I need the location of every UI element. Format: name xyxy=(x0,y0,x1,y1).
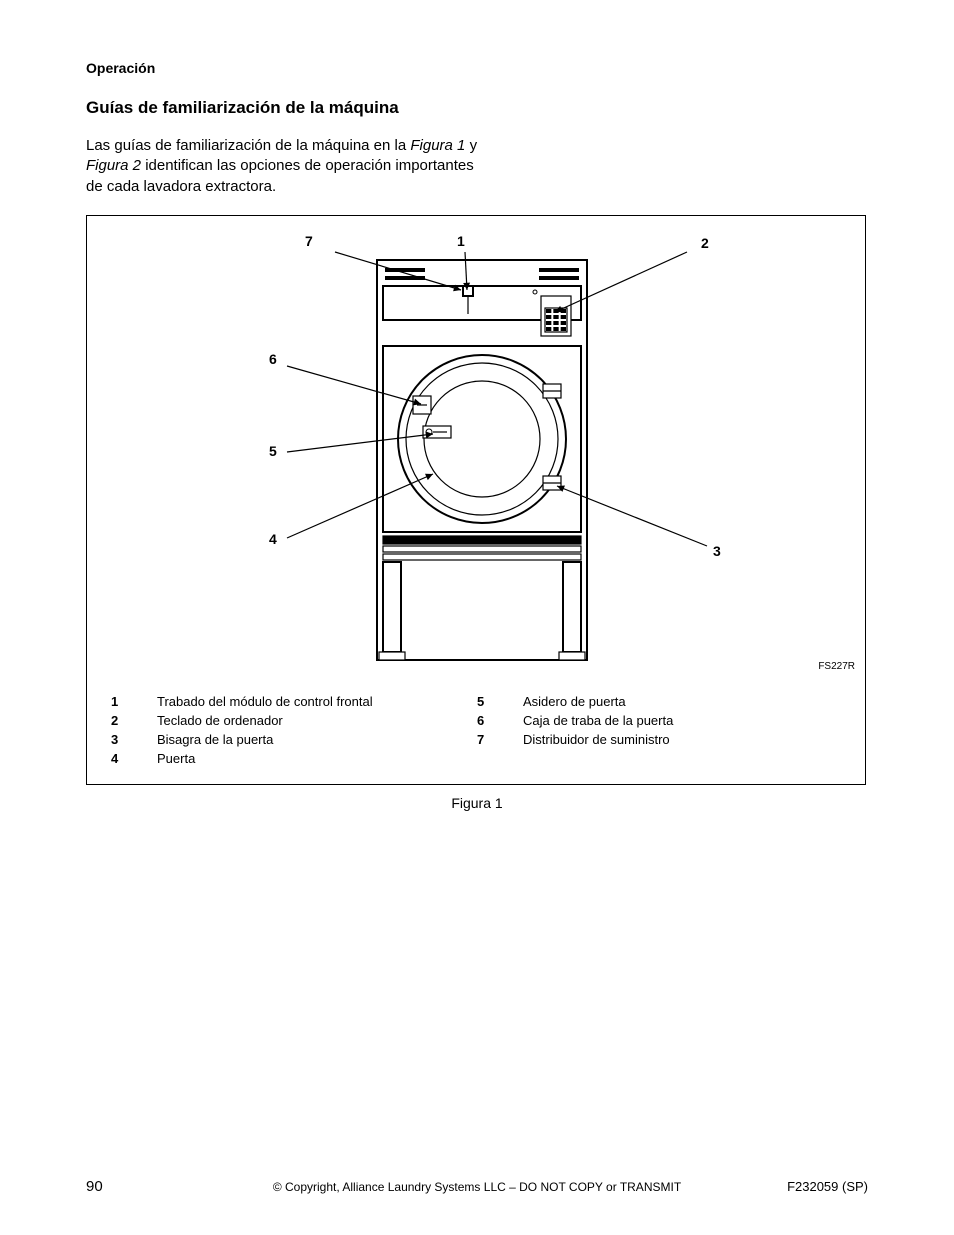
legend-number: 4 xyxy=(111,751,157,766)
intro-figure-ref-2: Figura 2 xyxy=(86,157,141,174)
legend-text: Asidero de puerta xyxy=(523,694,843,709)
legend-number: 1 xyxy=(111,694,157,709)
legend-text: Puerta xyxy=(157,751,477,766)
machine-diagram: 1 7 2 6 5 4 3 xyxy=(87,216,867,676)
document-code: F232059 (SP) xyxy=(748,1179,868,1194)
legend-text: Caja de traba de la puerta xyxy=(523,713,843,728)
intro-paragraph: Las guías de familiarización de la máqui… xyxy=(86,136,486,197)
legend-text: Trabado del módulo de control frontal xyxy=(157,694,477,709)
figure-caption: Figura 1 xyxy=(86,795,868,811)
section-label: Operación xyxy=(86,60,868,76)
svg-text:6: 6 xyxy=(269,351,277,367)
legend-row: 1Trabado del módulo de control frontal xyxy=(111,694,477,709)
page-heading: Guías de familiarización de la máquina xyxy=(86,98,868,118)
legend-text: Distribuidor de suministro xyxy=(523,732,843,747)
page-footer: 90 © Copyright, Alliance Laundry Systems… xyxy=(86,1178,868,1195)
intro-text-mid: y xyxy=(465,137,477,154)
legend-row: 3Bisagra de la puerta xyxy=(111,732,477,747)
legend-number: 3 xyxy=(111,732,157,747)
legend-number: 5 xyxy=(477,694,523,709)
intro-text-post: identifican las opciones de operación im… xyxy=(86,157,474,194)
copyright-text: © Copyright, Alliance Laundry Systems LL… xyxy=(206,1180,748,1194)
figure-legend: 1Trabado del módulo de control frontal2T… xyxy=(111,694,843,770)
document-page: Operación Guías de familiarización de la… xyxy=(0,0,954,1235)
svg-text:1: 1 xyxy=(457,233,465,249)
page-number: 90 xyxy=(86,1178,206,1195)
svg-text:7: 7 xyxy=(305,233,313,249)
legend-row: 2Teclado de ordenador xyxy=(111,713,477,728)
intro-figure-ref-1: Figura 1 xyxy=(410,137,465,154)
legend-row: 4Puerta xyxy=(111,751,477,766)
legend-number: 2 xyxy=(111,713,157,728)
legend-column-left: 1Trabado del módulo de control frontal2T… xyxy=(111,694,477,770)
figure-ref-code: FS227R xyxy=(818,661,855,672)
legend-row: 7Distribuidor de suministro xyxy=(477,732,843,747)
legend-text: Bisagra de la puerta xyxy=(157,732,477,747)
svg-text:3: 3 xyxy=(713,543,721,559)
legend-text: Teclado de ordenador xyxy=(157,713,477,728)
svg-text:5: 5 xyxy=(269,443,277,459)
intro-text-pre: Las guías de familiarización de la máqui… xyxy=(86,137,410,154)
svg-text:4: 4 xyxy=(269,531,277,547)
legend-number: 7 xyxy=(477,732,523,747)
legend-column-right: 5Asidero de puerta6Caja de traba de la p… xyxy=(477,694,843,770)
legend-number: 6 xyxy=(477,713,523,728)
legend-row: 5Asidero de puerta xyxy=(477,694,843,709)
figure-box: 1726543 FS227R 1Trabado del módulo de co… xyxy=(86,215,866,785)
legend-row: 6Caja de traba de la puerta xyxy=(477,713,843,728)
svg-text:2: 2 xyxy=(701,235,709,251)
